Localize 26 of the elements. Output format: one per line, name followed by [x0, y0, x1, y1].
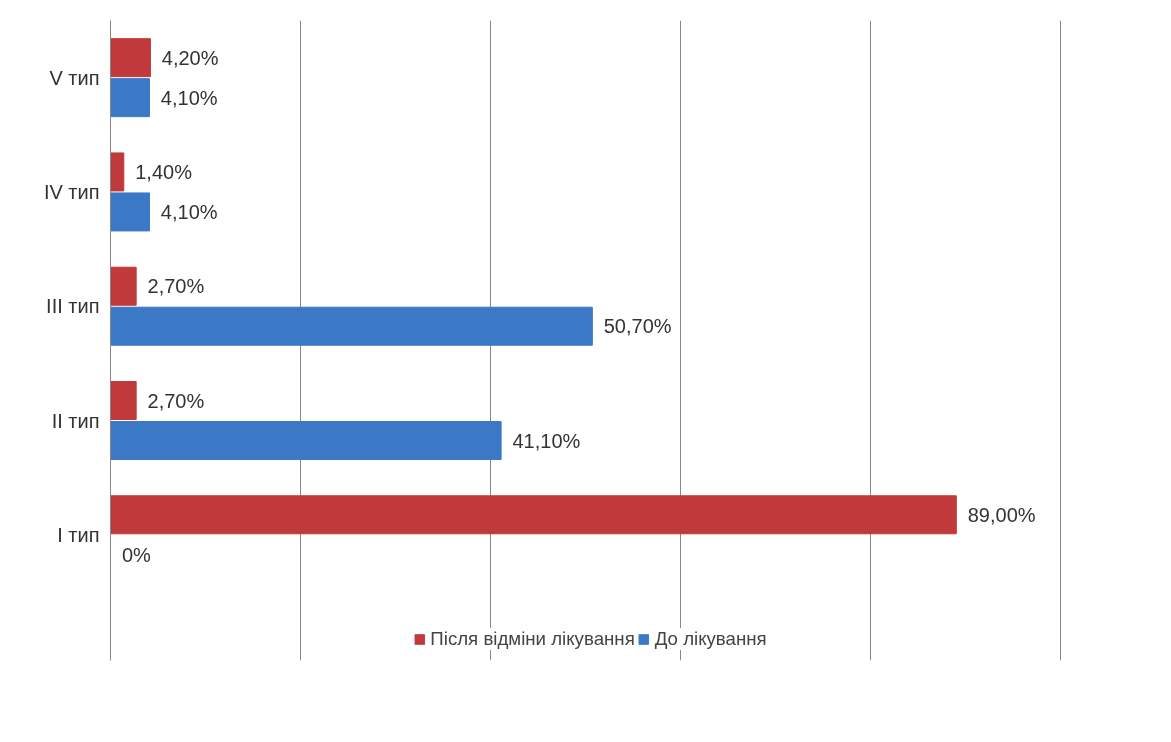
bar [110, 38, 151, 78]
data-label: 4,10% [160, 86, 218, 109]
bar [110, 192, 150, 232]
y-tick-label: I тип [57, 523, 100, 546]
bar [110, 421, 502, 460]
bar [110, 152, 125, 192]
data-label: 4,20% [161, 46, 219, 69]
y-tick-label: III тип [46, 295, 100, 318]
bar [110, 78, 150, 118]
bar [110, 381, 137, 420]
bar [110, 306, 593, 346]
y-tick-label: II тип [51, 409, 100, 432]
y-tick-label: V тип [49, 66, 100, 89]
data-label: 41,10% [512, 429, 581, 452]
data-label: 0% [121, 543, 152, 566]
bar [110, 266, 137, 306]
bar [110, 495, 957, 535]
data-label: 50,70% [603, 315, 672, 338]
y-tick-label: IV тип [43, 180, 100, 203]
data-label: 89,00% [967, 503, 1036, 526]
data-label: 4,10% [160, 200, 218, 223]
data-label: 2,70% [147, 389, 205, 412]
legend-label: До лікування [654, 628, 767, 650]
data-label: 1,40% [135, 160, 193, 183]
data-label: 2,70% [147, 275, 205, 298]
legend-label: Після відміни лікування [430, 628, 635, 650]
